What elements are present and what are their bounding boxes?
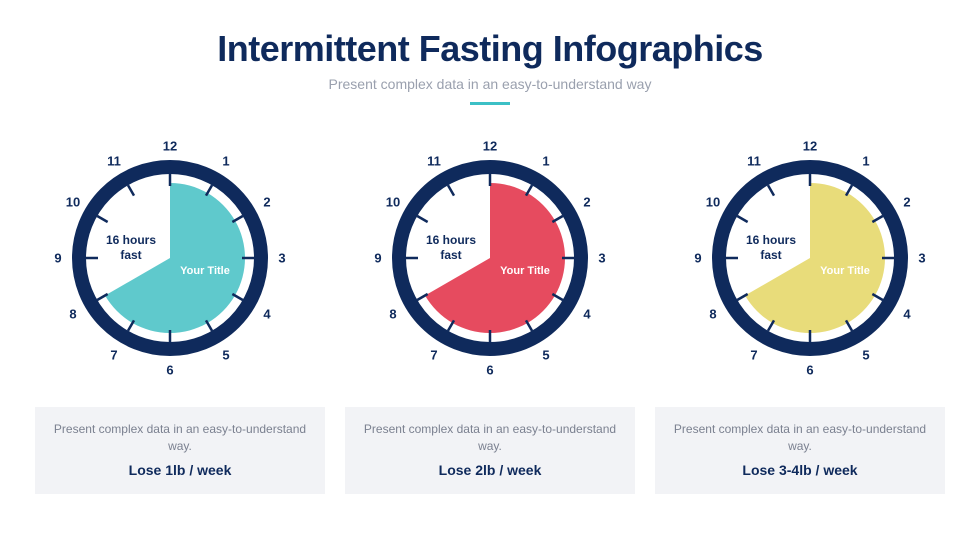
caption-box-3: Present complex data in an easy-to-under… (655, 407, 945, 494)
hour-label: 12 (803, 139, 817, 154)
hour-label: 11 (747, 154, 761, 169)
caption-result: Lose 1lb / week (53, 462, 307, 478)
hour-label: 11 (107, 154, 121, 169)
caption-box-1: Present complex data in an easy-to-under… (35, 407, 325, 494)
caption-result: Lose 2lb / week (363, 462, 617, 478)
clock-2: 12123456789101116 hoursfastYour Title (355, 123, 625, 393)
hour-label: 1 (862, 154, 869, 169)
hour-label: 10 (386, 195, 400, 210)
hour-label: 4 (903, 307, 910, 322)
tick (768, 185, 774, 195)
fast-label: 16 hoursfast (746, 233, 796, 263)
clock-1: 12123456789101116 hoursfastYour Title (35, 123, 305, 393)
hour-label: 10 (706, 195, 720, 210)
caption-result: Lose 3-4lb / week (673, 462, 927, 478)
accent-bar (470, 102, 510, 105)
tick (417, 216, 427, 222)
hour-label: 2 (263, 195, 270, 210)
hour-label: 3 (278, 251, 285, 266)
hour-label: 7 (430, 347, 437, 362)
hour-label: 10 (66, 195, 80, 210)
hour-label: 1 (222, 154, 229, 169)
page-subtitle: Present complex data in an easy-to-under… (329, 76, 652, 92)
hour-label: 8 (389, 307, 396, 322)
slice-title: Your Title (500, 265, 550, 277)
caption-row: Present complex data in an easy-to-under… (35, 407, 945, 494)
hour-label: 6 (486, 363, 493, 378)
hour-label: 6 (166, 363, 173, 378)
hour-label: 4 (583, 307, 590, 322)
hour-label: 2 (583, 195, 590, 210)
slice-title: Your Title (820, 265, 870, 277)
hour-label: 8 (69, 307, 76, 322)
tick (448, 185, 454, 195)
page: Intermittent Fasting Infographics Presen… (0, 0, 980, 551)
hour-label: 12 (163, 139, 177, 154)
hour-label: 12 (483, 139, 497, 154)
hour-label: 3 (918, 251, 925, 266)
hour-label: 11 (427, 154, 441, 169)
clock-3: 12123456789101116 hoursfastYour Title (675, 123, 945, 393)
tick (128, 185, 134, 195)
hour-label: 5 (542, 347, 549, 362)
tick (737, 216, 747, 222)
hour-label: 5 (862, 347, 869, 362)
hour-label: 9 (694, 251, 701, 266)
hour-label: 2 (903, 195, 910, 210)
caption-desc: Present complex data in an easy-to-under… (673, 421, 927, 456)
fast-label: 16 hoursfast (106, 233, 156, 263)
hour-label: 5 (222, 347, 229, 362)
hour-label: 8 (709, 307, 716, 322)
hour-label: 7 (750, 347, 757, 362)
caption-desc: Present complex data in an easy-to-under… (363, 421, 617, 456)
hour-label: 7 (110, 347, 117, 362)
hour-label: 9 (374, 251, 381, 266)
tick (97, 216, 107, 222)
hour-label: 6 (806, 363, 813, 378)
slice-title: Your Title (180, 265, 230, 277)
fast-label: 16 hoursfast (426, 233, 476, 263)
hour-label: 4 (263, 307, 270, 322)
hour-label: 9 (54, 251, 61, 266)
hour-label: 1 (542, 154, 549, 169)
caption-box-2: Present complex data in an easy-to-under… (345, 407, 635, 494)
hour-label: 3 (598, 251, 605, 266)
page-title: Intermittent Fasting Infographics (217, 28, 763, 70)
caption-desc: Present complex data in an easy-to-under… (53, 421, 307, 456)
clocks-row: 12123456789101116 hoursfastYour Title121… (35, 123, 945, 393)
